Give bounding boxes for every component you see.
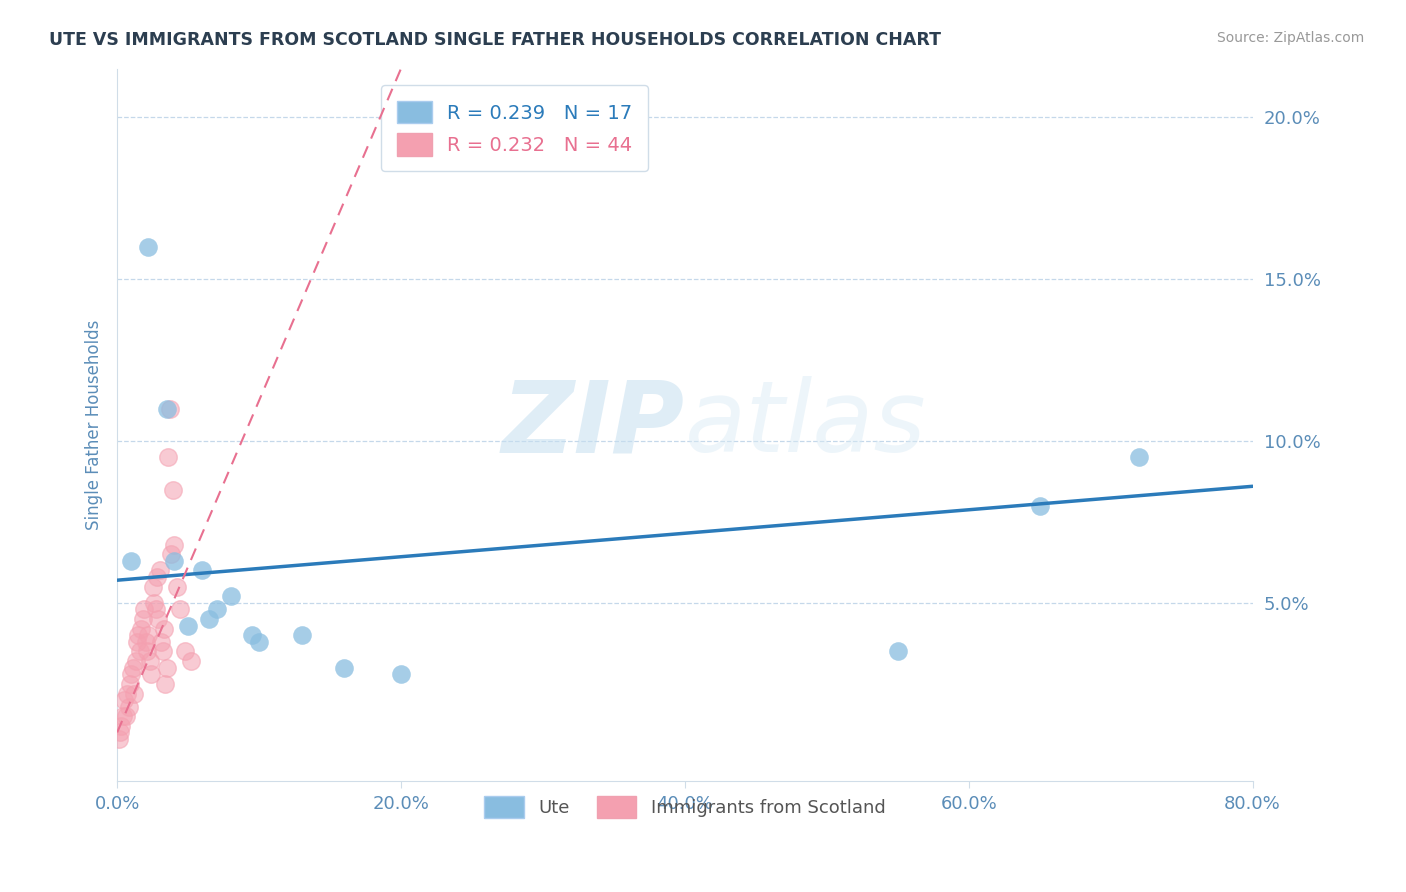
Point: [108, 725, 131, 739]
Point: [291, 628, 314, 642]
Point: [131, 622, 153, 636]
Point: [122, 687, 145, 701]
Point: [121, 660, 143, 674]
Point: [127, 628, 149, 642]
Point: [157, 450, 180, 464]
Y-axis label: Single Father Households: Single Father Households: [86, 319, 103, 530]
Point: [163, 538, 186, 552]
Point: [128, 644, 150, 658]
Text: Source: ZipAtlas.com: Source: ZipAtlas.com: [1216, 31, 1364, 45]
Point: [169, 602, 191, 616]
Point: [219, 590, 242, 604]
Point: [132, 612, 155, 626]
Point: [139, 654, 162, 668]
Point: [166, 580, 188, 594]
Point: [115, 687, 138, 701]
Point: [107, 731, 129, 746]
Point: [1028, 499, 1050, 513]
Point: [163, 554, 186, 568]
Point: [111, 709, 134, 723]
Point: [389, 667, 412, 681]
Point: [177, 618, 200, 632]
Point: [247, 634, 270, 648]
Point: [159, 401, 181, 416]
Point: [138, 628, 160, 642]
Point: [205, 602, 228, 616]
Point: [125, 634, 148, 648]
Point: [162, 483, 184, 497]
Point: [120, 554, 142, 568]
Point: [148, 612, 170, 626]
Point: [117, 699, 139, 714]
Point: [110, 719, 132, 733]
Text: UTE VS IMMIGRANTS FROM SCOTLAND SINGLE FATHER HOUSEHOLDS CORRELATION CHART: UTE VS IMMIGRANTS FROM SCOTLAND SINGLE F…: [49, 31, 941, 49]
Point: [141, 667, 163, 681]
Point: [1128, 450, 1150, 464]
Point: [160, 547, 183, 561]
Point: [155, 677, 177, 691]
Point: [156, 401, 179, 416]
Point: [152, 644, 174, 658]
Point: [124, 654, 146, 668]
Point: [887, 644, 910, 658]
Point: [142, 580, 165, 594]
Point: [174, 644, 197, 658]
Point: [240, 628, 263, 642]
Point: [150, 634, 173, 648]
Text: atlas: atlas: [685, 376, 927, 474]
Point: [146, 570, 169, 584]
Point: [333, 660, 356, 674]
Point: [191, 564, 214, 578]
Text: ZIP: ZIP: [502, 376, 685, 474]
Point: [138, 240, 160, 254]
Point: [153, 622, 176, 636]
Point: [149, 564, 172, 578]
Point: [143, 596, 166, 610]
Point: [180, 654, 202, 668]
Point: [120, 667, 142, 681]
Point: [134, 602, 156, 616]
Point: [114, 709, 136, 723]
Point: [112, 693, 135, 707]
Legend: Ute, Immigrants from Scotland: Ute, Immigrants from Scotland: [477, 789, 893, 825]
Point: [145, 602, 167, 616]
Point: [156, 660, 179, 674]
Point: [198, 612, 221, 626]
Point: [135, 634, 157, 648]
Point: [136, 644, 159, 658]
Point: [118, 677, 141, 691]
